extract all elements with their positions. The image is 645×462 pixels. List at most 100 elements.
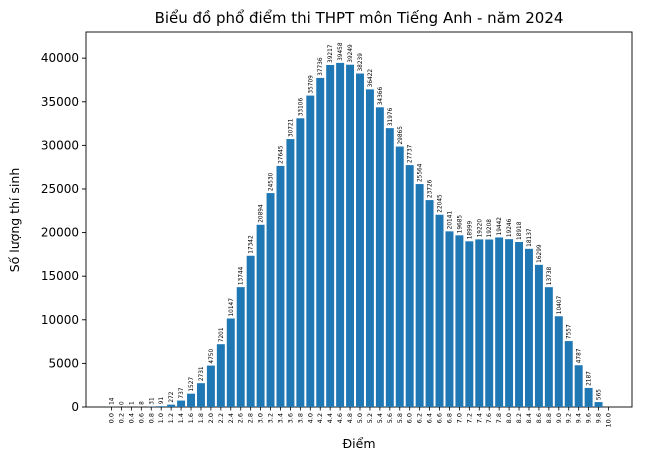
bar [246, 255, 255, 407]
data-label: 2187 [587, 371, 593, 386]
x-axis-ticks: 0.0 0.2 0.4 0.6 0.8 1.0 1.2 1.4 1.6 1.8 2.0 2.2 2.4 2… [108, 407, 613, 427]
bar [594, 402, 603, 407]
x-tick-label: 1.8 [197, 413, 205, 423]
x-tick-label: 9.4 [575, 413, 583, 423]
bar [256, 224, 265, 407]
x-tick-label: 1.0 [157, 413, 165, 423]
x-tick-label: 0.4 [127, 413, 135, 423]
x-tick-label: 6.4 [426, 413, 434, 423]
data-label: 33106 [298, 98, 304, 117]
x-tick-label: 2.2 [217, 413, 225, 423]
x-tick-label: 9.0 [555, 413, 563, 423]
data-label: 25564 [418, 163, 424, 182]
bar [515, 242, 524, 407]
data-label: 36422 [368, 69, 374, 88]
data-label: 16299 [537, 244, 543, 263]
x-tick-label: 8.2 [515, 413, 523, 423]
x-tick-label: 9.2 [565, 413, 573, 423]
bar [336, 62, 345, 407]
x-tick-label: 7.6 [485, 413, 493, 423]
x-tick-label: 10.0 [605, 413, 613, 427]
bar [266, 193, 275, 407]
bar [395, 146, 404, 408]
bar [206, 365, 215, 407]
y-tick-label: 30000 [41, 138, 79, 152]
data-label: 20141 [447, 211, 453, 230]
y-tick-label: 15000 [41, 269, 79, 283]
data-label: 30721 [288, 118, 294, 137]
x-tick-label: 2.8 [247, 413, 255, 423]
x-tick-label: 6.6 [436, 413, 444, 423]
x-tick-label: 1.4 [177, 413, 185, 423]
bar [435, 214, 444, 407]
data-label: 19685 [457, 215, 463, 234]
y-tick-label: 35000 [41, 95, 79, 109]
bar [465, 241, 474, 407]
x-tick-label: 5.2 [366, 413, 374, 423]
bar [276, 165, 285, 407]
data-label: 18918 [517, 221, 523, 240]
x-tick-label: 4.0 [306, 413, 314, 423]
y-axis-ticks: 0 5000 10000 15000 20000 25000 30000 35000 40000 [41, 51, 86, 414]
x-tick-label: 5.8 [396, 413, 404, 423]
x-tick-label: 0.8 [147, 413, 155, 423]
data-label: 91 [159, 397, 165, 405]
data-label: 29865 [398, 126, 404, 145]
bar [236, 287, 245, 407]
bar [564, 341, 573, 407]
bar [356, 73, 364, 408]
x-tick-label: 7.8 [495, 413, 503, 423]
x-tick-label: 4.8 [346, 413, 354, 423]
bar [365, 89, 374, 408]
data-label: 13744 [239, 266, 245, 285]
data-label: 4750 [209, 349, 215, 364]
bar [534, 264, 543, 407]
x-tick-label: 6.2 [416, 413, 424, 423]
data-label: 565 [597, 389, 603, 400]
data-label: 34366 [378, 87, 384, 106]
x-axis-label: Điểm [342, 436, 375, 451]
data-label: 37736 [318, 57, 324, 76]
x-tick-label: 2.6 [237, 413, 245, 423]
y-tick-label: 20000 [41, 226, 79, 240]
x-tick-label: 0.0 [108, 413, 116, 423]
x-tick-label: 2.0 [207, 413, 215, 423]
x-tick-label: 9.8 [595, 413, 603, 423]
x-tick-label: 3.2 [267, 413, 275, 423]
bar [167, 404, 176, 407]
bar [375, 107, 384, 408]
x-tick-label: 6.8 [445, 413, 453, 423]
y-axis-label: Số lượng thí sinh [7, 168, 22, 273]
y-tick-label: 0 [71, 400, 79, 414]
data-label: 24530 [269, 172, 275, 191]
x-tick-label: 5.6 [386, 413, 394, 423]
x-tick-label: 5.4 [376, 413, 384, 423]
data-label: 14 [110, 397, 116, 405]
data-label: 1527 [189, 377, 195, 392]
data-label: 39217 [328, 44, 334, 63]
data-label: 4787 [577, 348, 583, 363]
x-tick-label: 3.6 [286, 413, 294, 423]
data-labels-group: 14 0 1 8 31 91 272 737 1527 2731 4750 7201 10147 1374… [110, 42, 603, 405]
bar [485, 239, 494, 407]
data-label: 27645 [278, 145, 284, 164]
bar [425, 200, 434, 407]
x-tick-label: 7.4 [475, 413, 483, 423]
bar [554, 316, 563, 407]
bar [544, 287, 553, 407]
bar [495, 237, 504, 407]
data-label: 737 [179, 387, 185, 398]
data-label: 7557 [567, 324, 573, 339]
x-tick-label: 3.0 [257, 413, 265, 423]
bar [326, 64, 335, 408]
bar [505, 239, 514, 407]
data-label: 35709 [308, 75, 314, 94]
x-tick-label: 1.2 [167, 413, 175, 423]
x-tick-label: 9.6 [585, 413, 593, 423]
data-label: 18137 [527, 228, 533, 247]
bar [574, 365, 583, 407]
data-label: 39458 [338, 42, 344, 61]
x-tick-label: 4.4 [326, 413, 334, 423]
bar [177, 400, 186, 407]
x-tick-label: 8.4 [525, 413, 533, 423]
